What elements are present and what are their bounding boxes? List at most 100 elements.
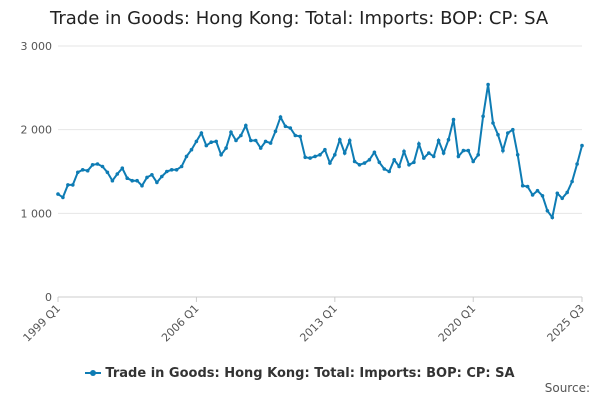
data-point[interactable] bbox=[204, 143, 209, 148]
data-point[interactable] bbox=[352, 159, 357, 164]
data-point[interactable] bbox=[441, 151, 446, 155]
data-point[interactable] bbox=[451, 117, 456, 122]
data-point[interactable] bbox=[199, 131, 204, 135]
data-point[interactable] bbox=[535, 188, 540, 193]
data-point[interactable] bbox=[431, 154, 436, 159]
data-point[interactable] bbox=[367, 158, 372, 162]
data-point[interactable] bbox=[357, 163, 362, 167]
data-point[interactable] bbox=[288, 126, 293, 130]
data-point[interactable] bbox=[540, 194, 545, 198]
data-point[interactable] bbox=[491, 121, 495, 125]
data-point[interactable] bbox=[387, 169, 392, 174]
data-point[interactable] bbox=[155, 180, 159, 185]
data-point[interactable] bbox=[253, 138, 258, 143]
data-point[interactable] bbox=[511, 127, 515, 132]
data-point[interactable] bbox=[56, 192, 60, 196]
data-point[interactable] bbox=[263, 139, 268, 144]
data-point[interactable] bbox=[397, 164, 401, 169]
data-point[interactable] bbox=[501, 148, 505, 153]
legend[interactable]: Trade in Goods: Hong Kong: Total: Import… bbox=[0, 366, 600, 381]
data-point[interactable] bbox=[174, 168, 179, 172]
data-point[interactable] bbox=[273, 129, 278, 134]
data-point[interactable] bbox=[570, 179, 574, 184]
data-point[interactable] bbox=[328, 161, 332, 165]
data-point[interactable] bbox=[486, 82, 490, 87]
data-point[interactable] bbox=[219, 153, 223, 157]
data-point[interactable] bbox=[303, 155, 308, 160]
data-point[interactable] bbox=[110, 178, 115, 183]
data-point[interactable] bbox=[244, 123, 248, 128]
data-point[interactable] bbox=[565, 190, 569, 195]
data-point[interactable] bbox=[165, 169, 169, 174]
data-point[interactable] bbox=[525, 184, 530, 189]
data-point[interactable] bbox=[229, 130, 233, 134]
data-point[interactable] bbox=[446, 137, 451, 142]
data-point[interactable] bbox=[520, 183, 525, 188]
data-point[interactable] bbox=[258, 146, 263, 150]
data-point[interactable] bbox=[377, 160, 382, 165]
data-point[interactable] bbox=[402, 149, 406, 154]
data-point[interactable] bbox=[407, 163, 411, 167]
data-point[interactable] bbox=[293, 133, 298, 138]
data-point[interactable] bbox=[105, 170, 110, 175]
data-point[interactable] bbox=[342, 151, 347, 155]
data-point[interactable] bbox=[194, 139, 199, 144]
data-point[interactable] bbox=[422, 156, 426, 160]
data-point[interactable] bbox=[362, 161, 367, 165]
data-point[interactable] bbox=[209, 140, 213, 144]
data-point[interactable] bbox=[506, 131, 510, 135]
data-point[interactable] bbox=[239, 133, 243, 138]
data-point[interactable] bbox=[179, 164, 184, 169]
data-point[interactable] bbox=[323, 147, 327, 152]
data-point[interactable] bbox=[530, 193, 535, 197]
data-point[interactable] bbox=[333, 153, 337, 157]
data-point[interactable] bbox=[90, 163, 95, 167]
data-point[interactable] bbox=[481, 114, 485, 119]
data-point[interactable] bbox=[169, 168, 174, 172]
data-point[interactable] bbox=[560, 196, 564, 201]
data-point[interactable] bbox=[436, 138, 441, 143]
data-point[interactable] bbox=[298, 134, 303, 139]
data-point[interactable] bbox=[140, 183, 144, 188]
data-point[interactable] bbox=[466, 148, 471, 153]
data-point[interactable] bbox=[427, 151, 431, 155]
data-point[interactable] bbox=[392, 158, 397, 162]
data-point[interactable] bbox=[278, 115, 283, 119]
data-point[interactable] bbox=[555, 191, 560, 196]
data-point[interactable] bbox=[580, 143, 584, 148]
data-point[interactable] bbox=[135, 178, 139, 183]
data-point[interactable] bbox=[66, 183, 70, 187]
data-point[interactable] bbox=[417, 142, 421, 146]
data-point[interactable] bbox=[382, 167, 387, 171]
data-point[interactable] bbox=[95, 162, 100, 166]
data-point[interactable] bbox=[347, 138, 352, 143]
data-point[interactable] bbox=[515, 153, 520, 157]
data-point[interactable] bbox=[308, 156, 312, 160]
data-point[interactable] bbox=[145, 175, 149, 180]
data-point[interactable] bbox=[412, 160, 416, 165]
data-point[interactable] bbox=[313, 154, 317, 159]
data-point[interactable] bbox=[249, 138, 253, 143]
data-point[interactable] bbox=[125, 176, 129, 180]
data-point[interactable] bbox=[115, 172, 120, 176]
data-point[interactable] bbox=[130, 178, 134, 183]
data-point[interactable] bbox=[224, 146, 228, 150]
data-point[interactable] bbox=[85, 168, 90, 173]
data-point[interactable] bbox=[214, 139, 218, 144]
data-point[interactable] bbox=[338, 137, 342, 142]
data-point[interactable] bbox=[476, 153, 481, 157]
data-point[interactable] bbox=[150, 173, 154, 177]
data-point[interactable] bbox=[550, 215, 555, 220]
data-point[interactable] bbox=[71, 183, 75, 187]
data-point[interactable] bbox=[575, 162, 579, 166]
data-point[interactable] bbox=[61, 195, 65, 200]
data-point[interactable] bbox=[283, 124, 288, 129]
data-point[interactable] bbox=[160, 174, 164, 179]
data-point[interactable] bbox=[189, 147, 194, 152]
data-point[interactable] bbox=[184, 154, 189, 159]
data-point[interactable] bbox=[120, 166, 125, 170]
data-point[interactable] bbox=[268, 141, 273, 145]
data-point[interactable] bbox=[461, 148, 466, 153]
data-point[interactable] bbox=[496, 132, 500, 137]
data-point[interactable] bbox=[100, 164, 105, 169]
